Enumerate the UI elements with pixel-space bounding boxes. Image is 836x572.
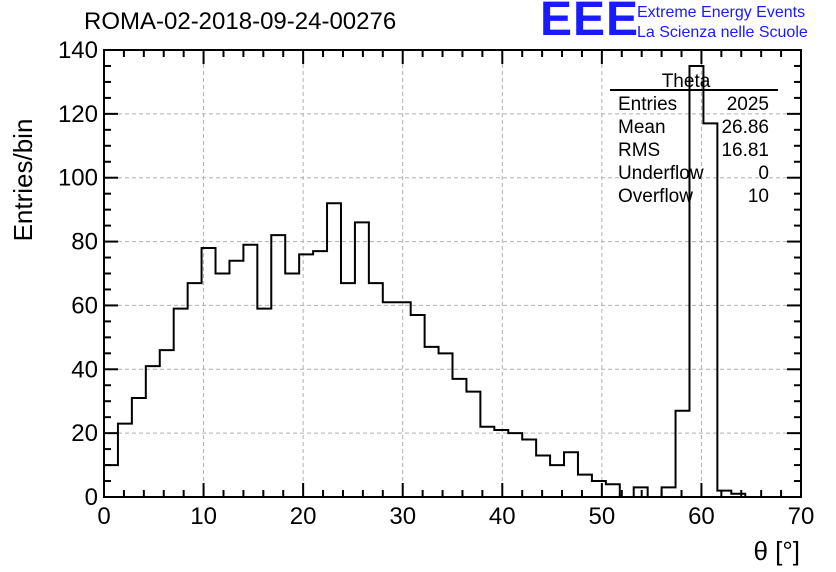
stats-box: Theta Entries 2025 Mean 26.86 RMS 16.81 Underf… xyxy=(610,71,778,207)
histogram-bin xyxy=(257,309,271,497)
y-tick-label: 60 xyxy=(71,292,98,319)
histogram-bin xyxy=(564,452,578,497)
stats-row-value: 26.86 xyxy=(721,117,769,138)
histogram-bin xyxy=(174,309,188,497)
x-tick-label: 50 xyxy=(589,503,616,530)
histogram-bin xyxy=(522,440,536,497)
histogram-bin xyxy=(397,302,411,497)
grid-lines xyxy=(104,50,801,497)
y-tick-labels: 0 20 40 60 80 100 120 140 xyxy=(58,37,98,511)
histogram-bin xyxy=(229,261,243,497)
eee-logo: EEE xyxy=(540,0,640,46)
histogram-bin xyxy=(592,481,606,497)
stats-title: Theta xyxy=(662,71,711,92)
histogram-bin xyxy=(578,475,592,497)
histogram-bin xyxy=(383,302,397,497)
stats-row-label: Underflow xyxy=(618,163,704,184)
x-tick-label: 0 xyxy=(97,503,110,530)
x-axis-label: θ [°] xyxy=(753,536,800,566)
stats-row-value: 0 xyxy=(758,163,769,184)
run-title: ROMA-02-2018-09-24-00276 xyxy=(84,8,397,35)
histogram-bin xyxy=(243,245,257,497)
x-tick-label: 30 xyxy=(389,503,416,530)
histogram-bin xyxy=(285,274,299,498)
stats-row-label: Entries xyxy=(618,94,677,115)
histogram-bin xyxy=(703,123,717,497)
y-tick-label: 100 xyxy=(58,165,98,192)
histogram-bin xyxy=(606,484,620,497)
axis-ticks xyxy=(103,49,802,498)
plot-frame xyxy=(103,49,802,498)
histogram-bin xyxy=(146,366,160,497)
x-tick-label: 10 xyxy=(190,503,217,530)
histogram-bin xyxy=(188,283,202,497)
stats-row-label: Mean xyxy=(618,117,666,138)
logo-line-1: Extreme Energy Events xyxy=(637,4,806,21)
histogram-bin xyxy=(271,235,285,497)
histogram-bin xyxy=(355,222,369,497)
histogram-bin xyxy=(313,251,327,497)
histogram-bin xyxy=(411,315,425,497)
histogram-bin xyxy=(299,254,313,497)
histogram-outline xyxy=(103,64,801,498)
histogram-bin xyxy=(676,411,690,497)
histogram-bin xyxy=(327,203,341,497)
histogram-bin xyxy=(160,350,174,497)
histogram-bin xyxy=(453,379,467,497)
stats-row-label: RMS xyxy=(618,140,660,161)
y-tick-label: 0 xyxy=(85,484,98,511)
stats-row-label: Overflow xyxy=(618,186,693,207)
histogram-bin xyxy=(480,427,494,497)
histogram-bin xyxy=(508,433,522,497)
histogram-bin xyxy=(341,283,355,497)
stats-row-value: 2025 xyxy=(727,94,769,115)
histogram-bin xyxy=(439,353,453,497)
histogram-bin xyxy=(466,392,480,497)
histogram-bin xyxy=(216,274,230,498)
y-tick-label: 80 xyxy=(71,229,98,256)
y-tick-label: 20 xyxy=(71,420,98,447)
logo-line-2: La Scienza nelle Scuole xyxy=(637,24,808,41)
histogram-bin xyxy=(118,424,132,497)
x-tick-label: 20 xyxy=(290,503,317,530)
histogram-bin xyxy=(132,398,146,497)
stats-row-value: 10 xyxy=(748,186,769,207)
y-axis-label: Entries/bin xyxy=(8,119,38,242)
x-tick-label: 70 xyxy=(788,503,815,530)
x-tick-label: 60 xyxy=(688,503,715,530)
histogram-bin xyxy=(662,487,676,497)
y-tick-label: 40 xyxy=(71,356,98,383)
x-tick-labels: 0 10 20 30 40 50 60 70 xyxy=(97,503,814,530)
histogram-bin xyxy=(369,283,383,497)
stats-row-value: 16.81 xyxy=(721,140,769,161)
x-tick-label: 40 xyxy=(489,503,516,530)
y-tick-label: 120 xyxy=(58,101,98,128)
y-tick-label: 140 xyxy=(58,37,98,64)
